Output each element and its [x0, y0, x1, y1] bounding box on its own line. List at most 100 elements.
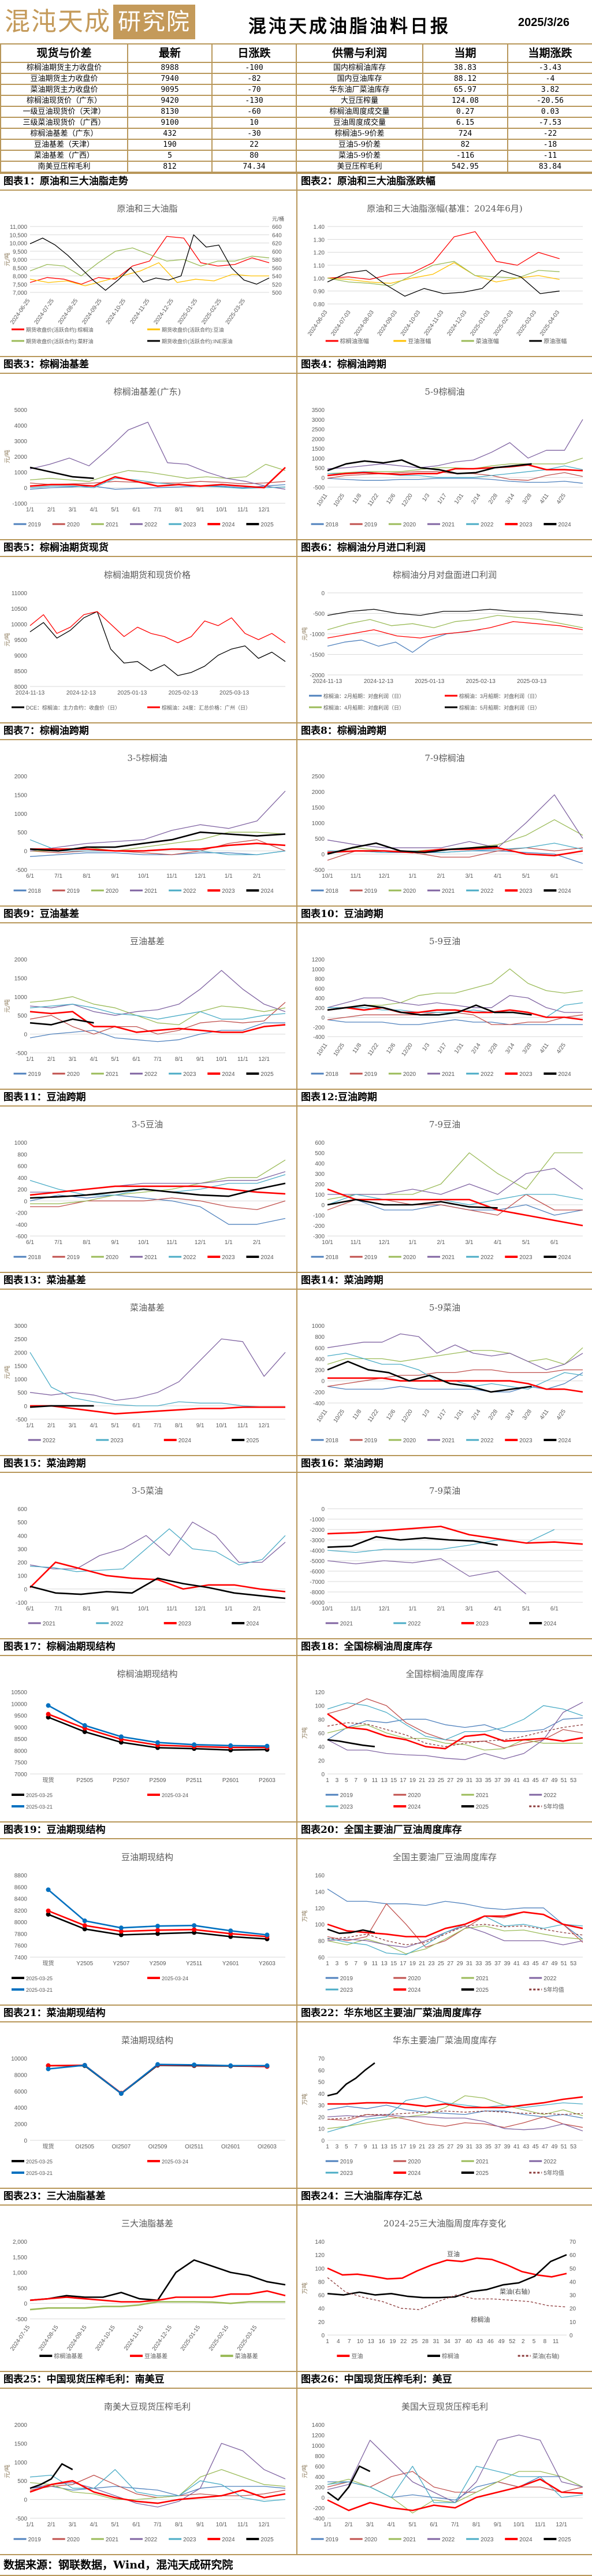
- x-tick-label: 9/1: [494, 2522, 502, 2528]
- y-tick-label: 600: [315, 1345, 325, 1352]
- legend-label: 2023: [519, 888, 533, 894]
- x-tick-label: 13: [381, 2144, 388, 2150]
- figure-heading: 图表5：棕榈油期货现货: [0, 539, 296, 557]
- y-tick-label: -400: [313, 1401, 325, 1407]
- y-tick-label: 300: [315, 1171, 325, 1178]
- chart-title: 3-5菜油: [132, 1486, 163, 1496]
- x-tick-label: 4/25: [556, 1408, 567, 1421]
- x-tick-label: 4/11: [539, 1042, 550, 1055]
- legend-label: 2025-03-25: [26, 1976, 53, 1981]
- data-point: [118, 1925, 124, 1931]
- figure-heading: 图表12:豆油跨期: [297, 1089, 592, 1107]
- y-tick-label: 30: [318, 2103, 325, 2109]
- y-tick-label: 1500: [14, 975, 28, 982]
- data-point: [82, 2063, 87, 2068]
- y-tick-label: 1,000: [13, 2270, 27, 2277]
- y-tick-label: 80: [318, 2279, 325, 2285]
- legend-item: 2025: [461, 2170, 489, 2177]
- charts-grid: 图表1：原油和三大油脂走势 原油和三大油脂 7,000 7,500 8,000 8,500…: [0, 173, 592, 2554]
- line-chart: 3-5棕榈油 -500 0 500 1000 1500 2000 6/1 7/1 8/1 9/1 10…: [13, 753, 286, 894]
- legend-item: 2021: [427, 1254, 455, 1261]
- chart-title: 5-9菜油: [429, 1302, 460, 1313]
- line-chart: 美国大豆现货压榨毛利 -400 -200 0 200 400 600 800 1000 1200 1…: [301, 2401, 583, 2543]
- x-tick-label: 1/31: [453, 1408, 465, 1421]
- series-line-2024: [327, 2096, 583, 2109]
- x-tick-label: 3/28: [522, 492, 533, 506]
- metric-value: -4: [507, 73, 592, 85]
- legend-item: 2025: [246, 2537, 274, 2543]
- legend-item: 2019: [325, 1976, 353, 1982]
- column-header: 最新: [127, 44, 213, 63]
- chart-title: 棕榈油期现结构: [117, 1669, 177, 1679]
- x-tick-label: P2601: [222, 1777, 239, 1784]
- legend-item: 2021: [427, 522, 455, 528]
- y-tick-label: 4000: [14, 2105, 28, 2111]
- chart-title: 棕榈油分月对盘面进口利润: [393, 570, 497, 580]
- legend-label: 2024: [543, 1621, 557, 1627]
- chart-panel-22: 图表22：华东地区主要油厂菜油周度库存 华东主要油厂菜油周度库存 0 10 20 30 40…: [296, 2005, 592, 2188]
- y-axis-label: 元/吨: [301, 2464, 308, 2478]
- x-tick-label: 10/1: [513, 2522, 525, 2528]
- legend-label: 2024: [260, 888, 274, 894]
- y-tick-label: 200: [315, 1182, 325, 1188]
- x-tick-label: 3/1: [69, 507, 77, 513]
- data-point: [46, 1887, 51, 1892]
- y-tick-label: -200: [313, 1390, 325, 1396]
- y-tick-label: 0: [321, 852, 325, 858]
- legend-label: 2021: [106, 522, 119, 528]
- x-tick-label: 6/1: [430, 2522, 438, 2528]
- y-tick-label: 1.00: [314, 276, 325, 282]
- x-tick-label: 11/1: [166, 1606, 177, 1612]
- data-point: [46, 1908, 51, 1913]
- series-line-2018: [327, 478, 583, 484]
- legend-label: 2021: [442, 1438, 455, 1444]
- legend-item: 2019: [349, 1254, 377, 1261]
- series-line-2019: [327, 1888, 583, 1940]
- legend-item: 2022: [529, 1976, 557, 1982]
- column-header: 供需与利润: [296, 44, 423, 63]
- y-tick-label: 500: [17, 1013, 27, 1019]
- data-point: [192, 2062, 197, 2068]
- legend-label: 2021: [442, 888, 455, 894]
- y-tick-label: -5000: [310, 1558, 325, 1565]
- y-tick-label: 2000: [14, 2422, 28, 2429]
- legend-item: 2022: [466, 1071, 494, 1078]
- data-point: [192, 1742, 197, 1747]
- series-line-2025: [327, 1739, 375, 1747]
- x-tick-label: 6/1: [550, 1606, 559, 1612]
- legend-item: 2024: [505, 2537, 533, 2543]
- legend-label: 2022: [183, 888, 196, 894]
- y-tick-label: -1000: [310, 632, 325, 638]
- line-chart: 原油和三大油脂 7,000 7,500 8,000 8,500 9,000 9,500 10,…: [3, 203, 284, 344]
- y-tick-label: 10,500: [9, 232, 27, 239]
- x-tick-label: 5: [345, 2144, 348, 2150]
- x-tick-label: 41: [513, 1961, 520, 1967]
- y-tick-label: 2000: [14, 1350, 28, 1356]
- series-line-菜油基差: [29, 2301, 285, 2311]
- x-tick-label: 11/8: [352, 1408, 363, 1421]
- series-line-2020: [29, 1002, 286, 1035]
- x-tick-label: 2024-10-25: [105, 298, 128, 326]
- y-tick-label: 7000: [14, 1772, 28, 1778]
- x-tick-label: 9/1: [196, 1423, 204, 1429]
- y-tick-label: 800: [315, 1334, 325, 1341]
- metric-value: 8988: [127, 62, 213, 74]
- legend-item: 5年均值: [529, 1986, 564, 1994]
- metric-value: 124.08: [422, 95, 508, 107]
- y-tick-label: 80: [318, 1717, 325, 1723]
- legend-item: 期货收盘价(活跃合约):INE原油: [147, 338, 233, 344]
- x-tick-label: 43: [523, 1961, 530, 1967]
- legend-label: 2024: [408, 1987, 421, 1994]
- legend-item: 2024: [246, 1254, 274, 1261]
- data-point: [265, 2063, 270, 2068]
- x-tick-label: 2/1: [437, 1606, 445, 1612]
- legend-item: 2019: [349, 522, 377, 528]
- legend-item: 2020: [52, 522, 80, 528]
- line-chart: 棕榈油期现结构 7000 7500 8000 8500 9000 9500 10000 1050…: [11, 1669, 285, 1810]
- metric-value: 6.15: [422, 117, 508, 129]
- x-tick-label: Y2507: [113, 1961, 129, 1967]
- y-tick-label: 600: [315, 986, 325, 992]
- legend-item: 2024: [393, 1804, 421, 1810]
- legend-label: 2024: [558, 888, 571, 894]
- y-tick-label: 1000: [14, 1140, 28, 1146]
